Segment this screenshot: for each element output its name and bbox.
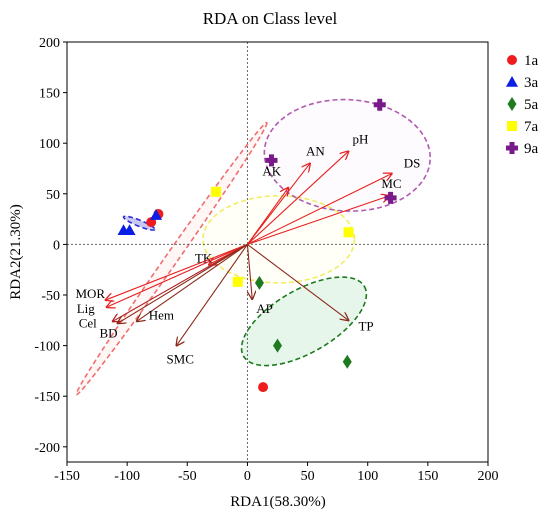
point-3a-2 <box>123 224 136 236</box>
legend-label-9a: 9a <box>524 141 539 157</box>
x-tick-label: -150 <box>54 469 80 484</box>
y-tick-label: -50 <box>41 289 60 304</box>
vector-an <box>246 163 310 245</box>
vector-cel <box>113 243 248 321</box>
y-tick-label: 0 <box>53 238 60 253</box>
vector-mc <box>247 196 389 245</box>
vector-label-ak: AK <box>262 164 281 179</box>
y-tick-label: 50 <box>46 188 60 203</box>
vector-ds <box>247 174 391 245</box>
vector-label-cel: Cel <box>79 315 97 330</box>
x-tick-label: 150 <box>417 469 438 484</box>
legend-marker-3a <box>506 76 518 87</box>
y-tick-label: -150 <box>34 390 60 405</box>
legend-label-3a: 3a <box>524 75 539 91</box>
chart-title: RDA on Class level <box>203 9 338 28</box>
vector-bd <box>118 243 248 323</box>
y-tick-label: 100 <box>39 137 60 152</box>
point-3a-3 <box>150 209 163 220</box>
x-tick-label: 200 <box>478 469 499 484</box>
point-5a-2 <box>273 338 282 353</box>
vector-label-lig: Lig <box>77 301 96 316</box>
legend-marker-9a <box>506 142 518 154</box>
legend-marker-7a <box>507 121 517 131</box>
legend: 1a 3a 5a 7a 9a <box>506 53 539 157</box>
point-9a-3 <box>384 191 397 204</box>
confidence-ellipse-3a <box>122 215 156 231</box>
vector-smc <box>176 244 248 345</box>
vector-hem <box>137 243 248 321</box>
point-7a-3 <box>343 227 354 238</box>
point-9a-2 <box>373 98 386 111</box>
x-tick-label: -50 <box>178 469 197 484</box>
vector-label-an: AN <box>306 143 325 158</box>
vector-label-ph: pH <box>352 131 368 146</box>
point-9a-1 <box>265 154 278 167</box>
vector-label-mor: MOR <box>75 286 105 301</box>
y-tick-label: -100 <box>34 340 60 355</box>
vector-ak <box>246 188 288 245</box>
vector-label-ds: DS <box>404 156 421 171</box>
vector-label-hem: Hem <box>149 307 174 322</box>
vector-ap <box>246 244 252 299</box>
x-tick-label: 50 <box>301 469 315 484</box>
point-5a-1 <box>254 275 264 290</box>
confidence-ellipse-7a <box>202 195 356 284</box>
legend-marker-1a <box>507 55 517 65</box>
x-tick-label: 0 <box>244 469 251 484</box>
legend-marker-5a <box>507 97 517 111</box>
axis-ticks: -150 -100 -50 0 50 100 150 200 -200 -150 -100 -50 0 5… <box>34 36 498 484</box>
x-tick-label: -100 <box>114 469 140 484</box>
vector-ph <box>247 151 348 245</box>
vector-mor <box>105 243 248 300</box>
plot-frame <box>66 41 489 463</box>
y-tick-label: -200 <box>34 441 60 456</box>
point-7a-2 <box>232 276 243 287</box>
legend-label-1a: 1a <box>524 53 539 69</box>
point-5a-3 <box>342 354 352 369</box>
vector-label-mc: MC <box>381 176 401 191</box>
point-1a-3 <box>258 382 269 393</box>
vector-tp <box>247 243 348 320</box>
confidence-ellipse-5a <box>240 276 368 367</box>
x-axis-label: RDA1(58.30%) <box>230 494 325 510</box>
legend-label-5a: 5a <box>524 97 539 113</box>
legend-label-7a: 7a <box>524 119 539 135</box>
vector-label-tp: TP <box>358 318 373 333</box>
y-tick-label: 150 <box>39 87 60 102</box>
y-axis-label: RDA2(21.30%) <box>8 204 24 299</box>
x-tick-label: 100 <box>357 469 378 484</box>
vector-label-bd: BD <box>100 325 118 340</box>
vector-label-ap: AP <box>256 301 273 316</box>
point-7a-1 <box>211 186 222 197</box>
vector-lig <box>107 243 248 307</box>
y-tick-label: 200 <box>39 36 60 51</box>
vector-label-smc: SMC <box>166 352 193 367</box>
